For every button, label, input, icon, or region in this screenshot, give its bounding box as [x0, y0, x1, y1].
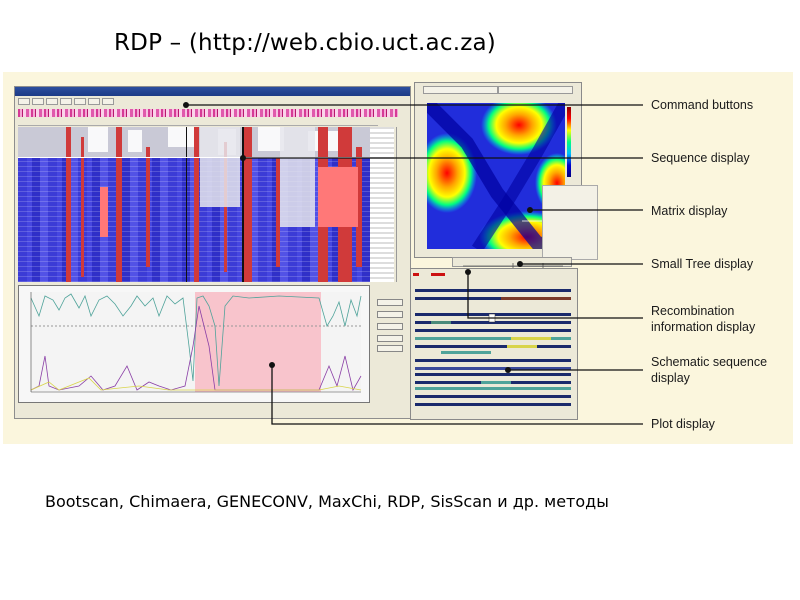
method-select[interactable] — [377, 323, 403, 330]
alignment-overview-bar[interactable] — [18, 109, 398, 117]
control-button[interactable] — [377, 345, 403, 352]
small-tree-display[interactable] — [452, 257, 572, 269]
rdp-main-window — [14, 86, 411, 419]
control-button[interactable] — [377, 311, 403, 318]
slide-title: RDP – (http://web.cbio.uct.ac.za) — [114, 30, 496, 56]
matrix-heatmap — [427, 103, 565, 249]
sequence-display[interactable] — [18, 127, 370, 282]
schematic-sequence-display[interactable] — [411, 269, 579, 421]
plot-display[interactable] — [18, 285, 370, 403]
tab-recombination-info[interactable] — [423, 86, 498, 94]
plot-controls-panel — [372, 285, 408, 417]
schematic-window — [410, 268, 578, 420]
control-button[interactable] — [377, 335, 403, 342]
command-button[interactable] — [88, 98, 100, 105]
window-title-bar — [15, 87, 410, 96]
plot-legend — [18, 405, 370, 417]
matrix-tabs — [423, 86, 573, 94]
command-button[interactable] — [46, 98, 58, 105]
recombination-plot — [30, 292, 362, 393]
command-button[interactable] — [60, 98, 72, 105]
command-button[interactable] — [32, 98, 44, 105]
sequence-side-panel — [396, 127, 408, 282]
command-buttons — [15, 97, 410, 106]
tab-trees[interactable] — [498, 86, 573, 94]
sequence-alignment-graphic — [18, 127, 370, 282]
small-tree-window — [542, 185, 598, 260]
methods-list-text: Bootscan, Chimaera, GENECONV, MaxChi, RD… — [45, 492, 609, 511]
position-ruler — [18, 118, 378, 126]
command-button[interactable] — [18, 98, 30, 105]
command-button[interactable] — [102, 98, 114, 105]
control-button[interactable] — [377, 299, 403, 306]
matrix-display[interactable] — [427, 103, 565, 249]
sequence-name-list[interactable] — [370, 127, 394, 282]
matrix-window — [414, 82, 582, 258]
recombination-region-highlight — [195, 292, 321, 392]
matrix-colorbar — [567, 107, 571, 177]
command-button[interactable] — [74, 98, 86, 105]
